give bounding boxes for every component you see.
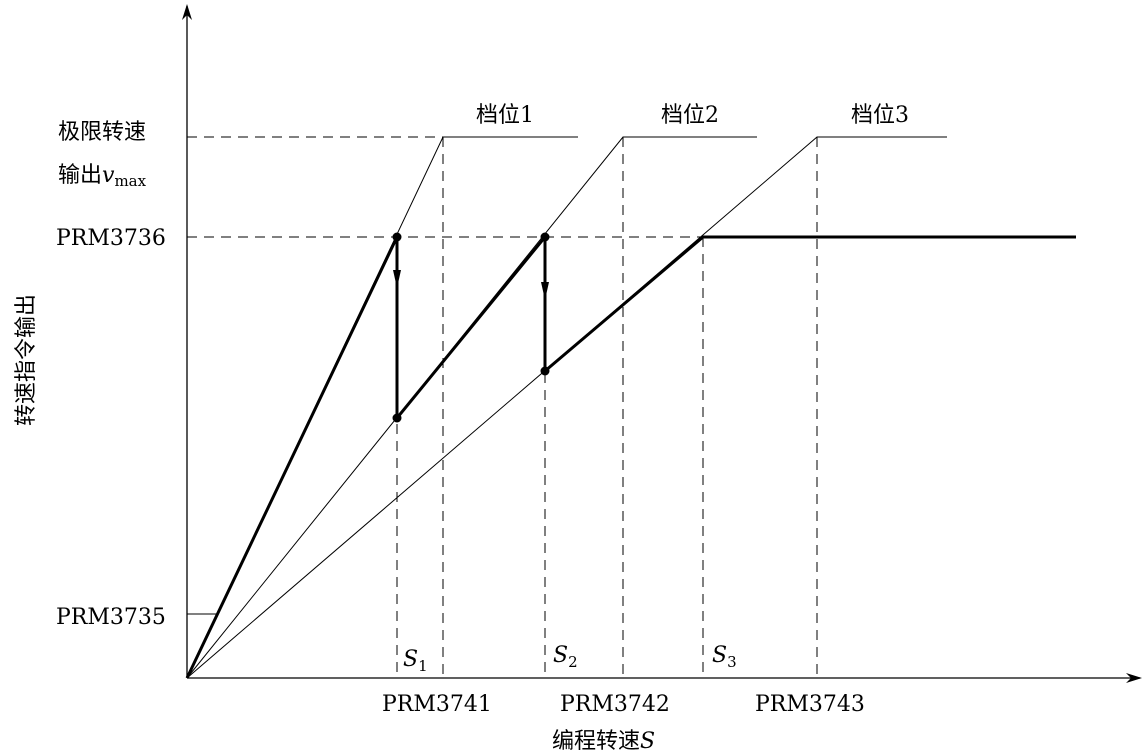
s2-var: S [553, 643, 568, 668]
s3-sub: 3 [727, 653, 737, 671]
x-axis-title-text: 编程转速 [552, 729, 640, 754]
vmax-label-text: 输出 [58, 163, 102, 188]
s1-var: S [403, 647, 418, 672]
prm3741-label: PRM3741 [382, 692, 492, 717]
x-axis-title-var: S [640, 729, 655, 754]
vmax-label-line2: 输出vmax [58, 163, 147, 190]
vmax-label-line1: 极限转速 [58, 120, 146, 145]
prm3735-label: PRM3735 [56, 605, 166, 630]
gear1-line [186, 136, 578, 679]
s3-label: S3 [712, 643, 737, 671]
s2-sub: 2 [568, 653, 578, 671]
gear3-label: 档位3 [851, 103, 909, 128]
vmax-var: v [102, 163, 115, 188]
dot-s1-top [392, 232, 402, 242]
s3-var: S [712, 643, 727, 668]
gear-lines [186, 136, 947, 679]
gear3-line [186, 136, 947, 679]
drop-arrow-s1 [393, 270, 401, 288]
gear2-line [186, 136, 757, 679]
prm3742-label: PRM3742 [560, 692, 670, 717]
vmax-sub: max [114, 172, 146, 190]
gear2-label: 档位2 [661, 103, 719, 128]
gear1-label: 档位1 [476, 103, 534, 128]
x-axis-title: 编程转速S [552, 729, 655, 754]
prm3743-label: PRM3743 [755, 692, 865, 717]
dot-s2-bottom [540, 366, 550, 376]
actual-output-path [185, 232, 1076, 679]
s2-label: S2 [553, 643, 578, 671]
drop-arrow-s2 [541, 282, 549, 300]
s1-sub: 1 [418, 657, 428, 675]
dot-s2-top [540, 232, 550, 242]
dot-s1-bottom [392, 413, 402, 423]
prm3736-label: PRM3736 [56, 226, 166, 251]
s1-label: S1 [403, 647, 428, 675]
switch-dots [392, 232, 550, 423]
y-axis-title: 转速指令输出 [14, 294, 39, 426]
